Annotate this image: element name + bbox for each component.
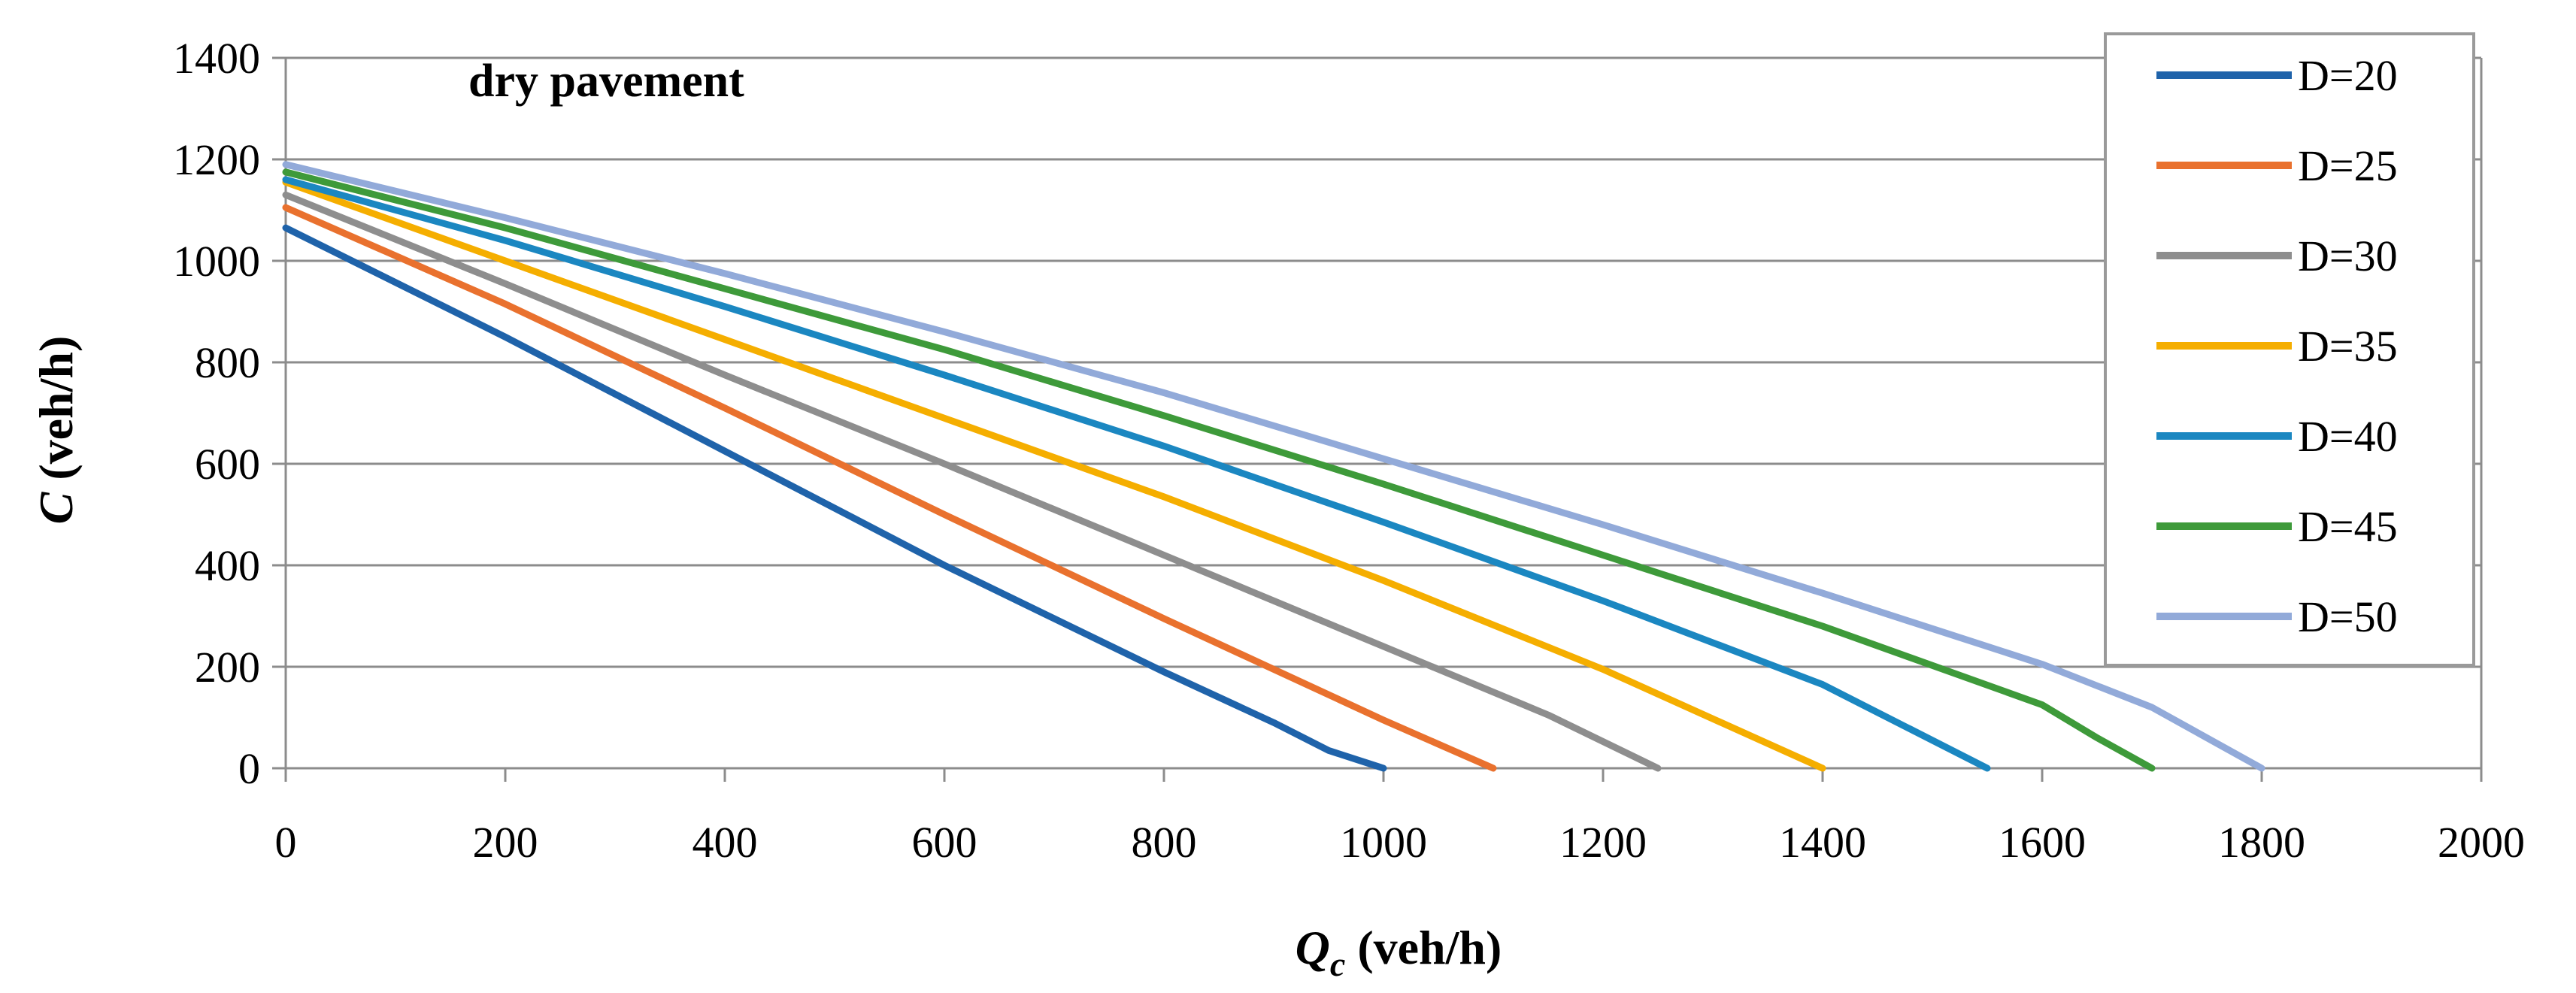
series-line-d-30 [282,191,1662,772]
y-tick-label: 600 [195,440,260,489]
y-tick-label: 800 [195,338,260,387]
x-tick-label: 200 [473,818,538,867]
x-tick-label: 800 [1132,818,1197,867]
series-line-d-50 [282,161,2265,772]
y-axis-title: C (veh/h) [29,336,83,525]
grid-layer [286,56,2483,768]
x-tick-label: 1200 [1559,818,1647,867]
x-axis-subscript: c [1330,945,1345,983]
x-axis-title: Qc (veh/h) [1296,921,1502,983]
y-axis-symbol: C [29,491,83,524]
legend-label: D=25 [2298,141,2398,190]
series-line-d-20 [282,224,1387,772]
legend: D=20 D=25 D=30 D=35 D=40 D=45 D=50 [2104,32,2475,667]
legend-label: D=30 [2298,232,2398,280]
x-tick-label: 1600 [1999,818,2086,867]
y-tick-label: 400 [195,541,260,590]
legend-label: D=45 [2298,502,2398,551]
legend-label: D=20 [2298,51,2398,100]
legend-label: D=50 [2298,592,2398,641]
axis-layer: 0 200 400 600 800 1000 1200 1400 0 200 400 600 800 10… [173,34,2525,867]
chart-annotation: dry pavement [468,56,744,107]
y-axis-unit: (veh/h) [29,336,83,492]
x-tick-label: 1000 [1340,818,1427,867]
x-tick-label: 600 [912,818,977,867]
legend-label: D=40 [2298,412,2398,461]
series-line-d-45 [282,168,2156,772]
x-tick-label: 1800 [2218,818,2305,867]
x-tick-label: 1400 [1779,818,1866,867]
series-layer [282,161,2265,772]
y-tick-label: 1200 [173,135,260,184]
series-line-d-35 [282,178,1826,772]
series-line-d-40 [282,176,1991,772]
x-axis-unit: (veh/h) [1345,921,1502,974]
series-line-d-25 [282,204,1497,772]
legend-label: D=35 [2298,322,2398,371]
x-axis-symbol: Q [1296,921,1330,974]
y-tick-label: 1400 [173,34,260,83]
y-tick-label: 200 [195,643,260,692]
y-tick-label: 0 [238,744,260,793]
x-tick-label: 400 [692,818,758,867]
y-tick-label: 1000 [173,237,260,286]
x-tick-label: 0 [275,818,297,867]
x-tick-label: 2000 [2438,818,2525,867]
